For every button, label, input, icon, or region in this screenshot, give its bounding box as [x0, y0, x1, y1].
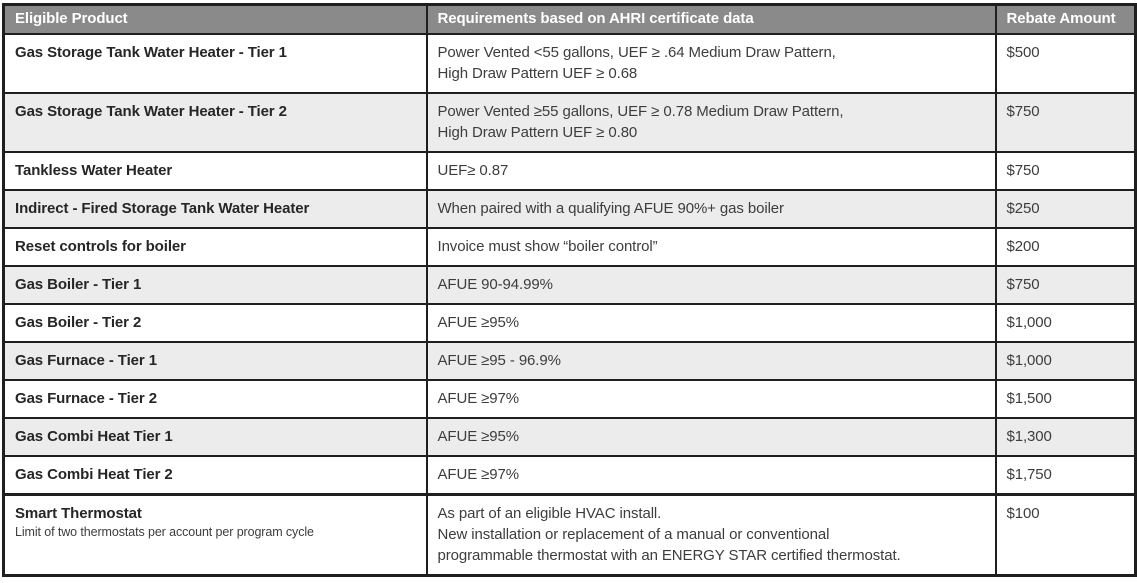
requirement-line: programmable thermostat with an ENERGY S… — [437, 547, 901, 564]
rebate-amount: $100 — [994, 493, 1137, 577]
requirements-cell: Invoice must show “boiler control” — [425, 227, 997, 267]
requirement-line: High Draw Pattern UEF ≥ 0.80 — [437, 124, 638, 141]
requirements-cell: AFUE ≥95% — [425, 417, 997, 457]
rebate-amount: $1,000 — [994, 303, 1137, 343]
rebate-amount: $1,300 — [994, 417, 1137, 457]
table-header: Eligible Product Requirements based on A… — [2, 3, 1137, 35]
product-name: Reset controls for boiler — [15, 238, 186, 255]
table-row: Gas Storage Tank Water Heater - Tier 2 P… — [2, 92, 1137, 153]
product-name: Gas Storage Tank Water Heater - Tier 1 — [15, 44, 287, 61]
requirements-cell: Power Vented <55 gallons, UEF ≥ .64 Medi… — [425, 33, 997, 94]
header-requirements: Requirements based on AHRI certificate d… — [425, 3, 997, 35]
requirements-cell: AFUE ≥97% — [425, 379, 997, 419]
table-row: Indirect - Fired Storage Tank Water Heat… — [2, 189, 1137, 229]
rebate-amount: $1,000 — [994, 341, 1137, 381]
product-name: Gas Furnace - Tier 2 — [15, 390, 157, 407]
rebate-amount: $250 — [994, 189, 1137, 229]
requirements-cell: AFUE 90-94.99% — [425, 265, 997, 305]
table-body: Gas Storage Tank Water Heater - Tier 1 P… — [2, 33, 1137, 577]
table-row: Gas Combi Heat Tier 1 AFUE ≥95% $1,300 — [2, 417, 1137, 457]
table-row: Tankless Water Heater UEF≥ 0.87 $750 — [2, 151, 1137, 191]
rebate-amount: $750 — [994, 151, 1137, 191]
product-cell: Tankless Water Heater — [2, 151, 428, 191]
rebate-amount: $200 — [994, 227, 1137, 267]
rebate-table: Eligible Product Requirements based on A… — [2, 3, 1137, 577]
requirements-cell: UEF≥ 0.87 — [425, 151, 997, 191]
requirements-cell: When paired with a qualifying AFUE 90%+ … — [425, 189, 997, 229]
requirements-cell: As part of an eligible HVAC install. New … — [425, 493, 997, 577]
product-name: Gas Furnace - Tier 1 — [15, 352, 157, 369]
requirements-cell: AFUE ≥97% — [425, 455, 997, 496]
requirement-line: UEF≥ 0.87 — [437, 162, 509, 179]
header-rebate-amount: Rebate Amount — [994, 3, 1137, 35]
product-cell: Gas Furnace - Tier 1 — [2, 341, 428, 381]
table-row: Gas Combi Heat Tier 2 AFUE ≥97% $1,750 — [2, 455, 1137, 496]
requirement-line: Power Vented <55 gallons, UEF ≥ .64 Medi… — [437, 44, 836, 61]
table-row: Gas Furnace - Tier 2 AFUE ≥97% $1,500 — [2, 379, 1137, 419]
header-row: Eligible Product Requirements based on A… — [2, 3, 1137, 35]
product-name: Gas Combi Heat Tier 1 — [15, 428, 173, 445]
requirement-line: High Draw Pattern UEF ≥ 0.68 — [437, 65, 638, 82]
product-note: Limit of two thermostats per account per… — [15, 525, 314, 539]
table-row: Gas Boiler - Tier 1 AFUE 90-94.99% $750 — [2, 265, 1137, 305]
table-row: Gas Storage Tank Water Heater - Tier 1 P… — [2, 33, 1137, 94]
requirements-cell: AFUE ≥95 - 96.9% — [425, 341, 997, 381]
requirement-line: AFUE ≥95% — [437, 314, 520, 331]
table-row: Reset controls for boiler Invoice must s… — [2, 227, 1137, 267]
requirement-line: New installation or replacement of a man… — [437, 526, 830, 543]
product-cell: Gas Combi Heat Tier 2 — [2, 455, 428, 496]
product-cell: Gas Furnace - Tier 2 — [2, 379, 428, 419]
product-cell: Smart Thermostat Limit of two thermostat… — [2, 493, 428, 577]
requirements-cell: AFUE ≥95% — [425, 303, 997, 343]
product-cell: Gas Boiler - Tier 1 — [2, 265, 428, 305]
requirement-line: AFUE ≥97% — [437, 466, 520, 483]
requirement-line: As part of an eligible HVAC install. — [437, 505, 662, 522]
header-eligible-product: Eligible Product — [2, 3, 428, 35]
product-cell: Indirect - Fired Storage Tank Water Heat… — [2, 189, 428, 229]
product-name: Gas Combi Heat Tier 2 — [15, 466, 173, 483]
rebate-amount: $750 — [994, 265, 1137, 305]
rebate-amount: $750 — [994, 92, 1137, 153]
requirements-cell: Power Vented ≥55 gallons, UEF ≥ 0.78 Med… — [425, 92, 997, 153]
product-name: Tankless Water Heater — [15, 162, 173, 179]
table-row: Gas Furnace - Tier 1 AFUE ≥95 - 96.9% $1… — [2, 341, 1137, 381]
rebate-amount: $500 — [994, 33, 1137, 94]
product-cell: Gas Storage Tank Water Heater - Tier 1 — [2, 33, 428, 94]
requirement-line: AFUE ≥97% — [437, 390, 520, 407]
requirement-line: AFUE 90-94.99% — [437, 276, 553, 293]
product-cell: Reset controls for boiler — [2, 227, 428, 267]
rebate-amount: $1,750 — [994, 455, 1137, 496]
product-name: Gas Boiler - Tier 1 — [15, 276, 142, 293]
rebate-amount: $1,500 — [994, 379, 1137, 419]
product-cell: Gas Combi Heat Tier 1 — [2, 417, 428, 457]
product-cell: Gas Boiler - Tier 2 — [2, 303, 428, 343]
requirement-line: AFUE ≥95 - 96.9% — [437, 352, 561, 369]
table-row: Smart Thermostat Limit of two thermostat… — [2, 493, 1137, 577]
requirement-line: AFUE ≥95% — [437, 428, 520, 445]
requirement-line: Invoice must show “boiler control” — [437, 238, 658, 255]
product-name: Gas Boiler - Tier 2 — [15, 314, 142, 331]
product-name: Indirect - Fired Storage Tank Water Heat… — [15, 200, 310, 217]
product-name: Smart Thermostat — [15, 505, 142, 522]
requirement-line: Power Vented ≥55 gallons, UEF ≥ 0.78 Med… — [437, 103, 844, 120]
product-cell: Gas Storage Tank Water Heater - Tier 2 — [2, 92, 428, 153]
product-name: Gas Storage Tank Water Heater - Tier 2 — [15, 103, 287, 120]
requirement-line: When paired with a qualifying AFUE 90%+ … — [437, 200, 785, 217]
table-row: Gas Boiler - Tier 2 AFUE ≥95% $1,000 — [2, 303, 1137, 343]
